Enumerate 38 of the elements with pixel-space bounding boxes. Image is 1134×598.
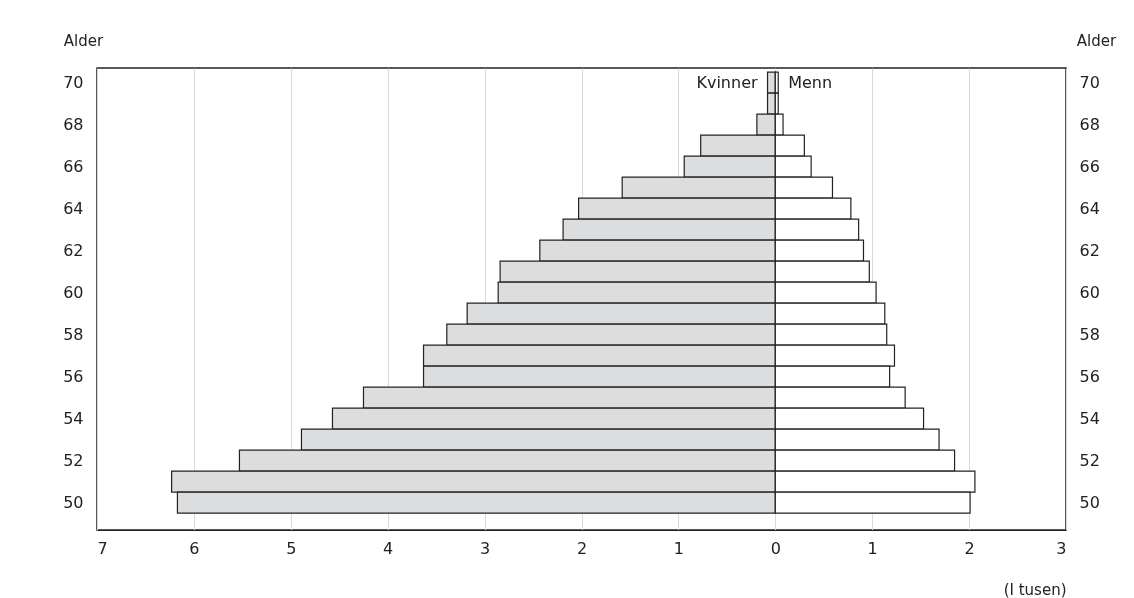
category-label: 60 bbox=[63, 282, 84, 302]
x-tick-label: 3 bbox=[1056, 538, 1067, 558]
y-tick-label: 62 bbox=[1079, 240, 1100, 260]
y-tick-label: 66 bbox=[1079, 156, 1100, 176]
category-label: 66 bbox=[63, 156, 84, 176]
x-axis-title: (I tusen) bbox=[1003, 580, 1067, 598]
category-label: 50 bbox=[63, 492, 84, 512]
x-tick-label: 4 bbox=[383, 538, 394, 558]
x-tick-label: 1 bbox=[867, 538, 878, 558]
x-tick-label: 2 bbox=[964, 538, 975, 558]
y-tick-label: 56 bbox=[1079, 366, 1100, 386]
y-tick-label: 70 bbox=[1079, 72, 1100, 92]
y-tick-label: 54 bbox=[1079, 408, 1100, 428]
y-tick-label: 58 bbox=[1079, 324, 1100, 344]
category-label: 64 bbox=[63, 198, 84, 218]
x-tick-label: 6 bbox=[189, 538, 200, 558]
x-tick-label: 0 bbox=[770, 538, 781, 558]
x-tick-label: 1 bbox=[673, 538, 684, 558]
series-label: Kvinner bbox=[696, 72, 758, 92]
x-tick-label: 5 bbox=[286, 538, 297, 558]
category-label: 62 bbox=[63, 240, 84, 260]
category-label: 54 bbox=[63, 408, 84, 428]
category-label: 68 bbox=[63, 114, 84, 134]
y-tick-label: 60 bbox=[1079, 282, 1100, 302]
x-tick-label: 3 bbox=[480, 538, 491, 558]
series-label: Menn bbox=[788, 72, 833, 92]
y-tick-label: 50 bbox=[1079, 492, 1100, 512]
x-tick-label: 7 bbox=[97, 538, 108, 558]
y-tick-label: 68 bbox=[1079, 114, 1100, 134]
category-label: 58 bbox=[63, 324, 84, 344]
y-tick-label: 52 bbox=[1079, 450, 1100, 470]
y-tick-label: 64 bbox=[1079, 198, 1100, 218]
y2-axis-title: Alder bbox=[1076, 31, 1117, 50]
category-label: 52 bbox=[63, 450, 84, 470]
category-label: 70 bbox=[63, 72, 84, 92]
category-label: 56 bbox=[63, 366, 84, 386]
y-axis-title: Alder bbox=[63, 31, 104, 50]
x-tick-label: 2 bbox=[576, 538, 588, 558]
